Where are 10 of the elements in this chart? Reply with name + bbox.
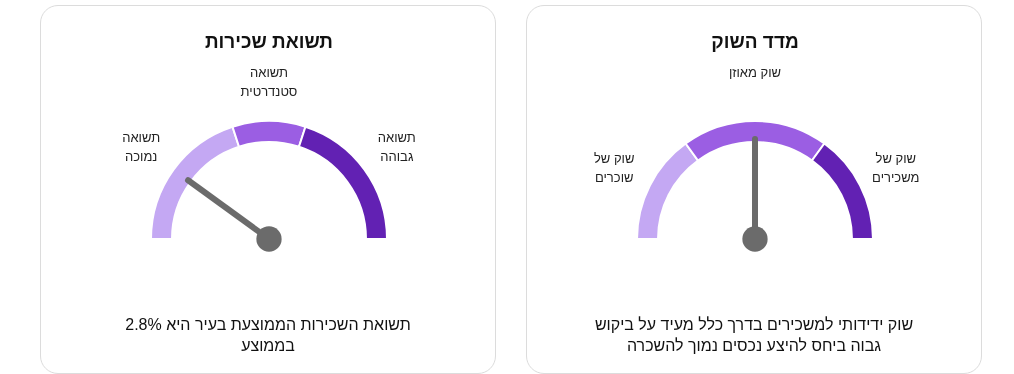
chart-title: מדד השוק xyxy=(711,31,799,52)
slice-label: שוק מאוזן xyxy=(728,65,782,80)
slice-label: תשואה סטנדרטית xyxy=(240,65,298,99)
chart-title: תשואת שכירות xyxy=(204,31,334,52)
slice-label: תשואה גבוהה xyxy=(377,130,416,165)
slice-label: שוק של שוכרים xyxy=(593,151,635,186)
text: שוק ידידותי למשכירים בדרך כלל מעיד על ביקוש גבוה ביחס להיצע נכסים נמוך להשכרה xyxy=(593,315,915,356)
slice-label: תשואה נמוכה xyxy=(122,130,161,165)
text: תשואת השכירות הממוצעת בעיר היא 2.8% בממוצע xyxy=(124,315,412,356)
slice-label: שוק של משכירים xyxy=(872,151,920,186)
